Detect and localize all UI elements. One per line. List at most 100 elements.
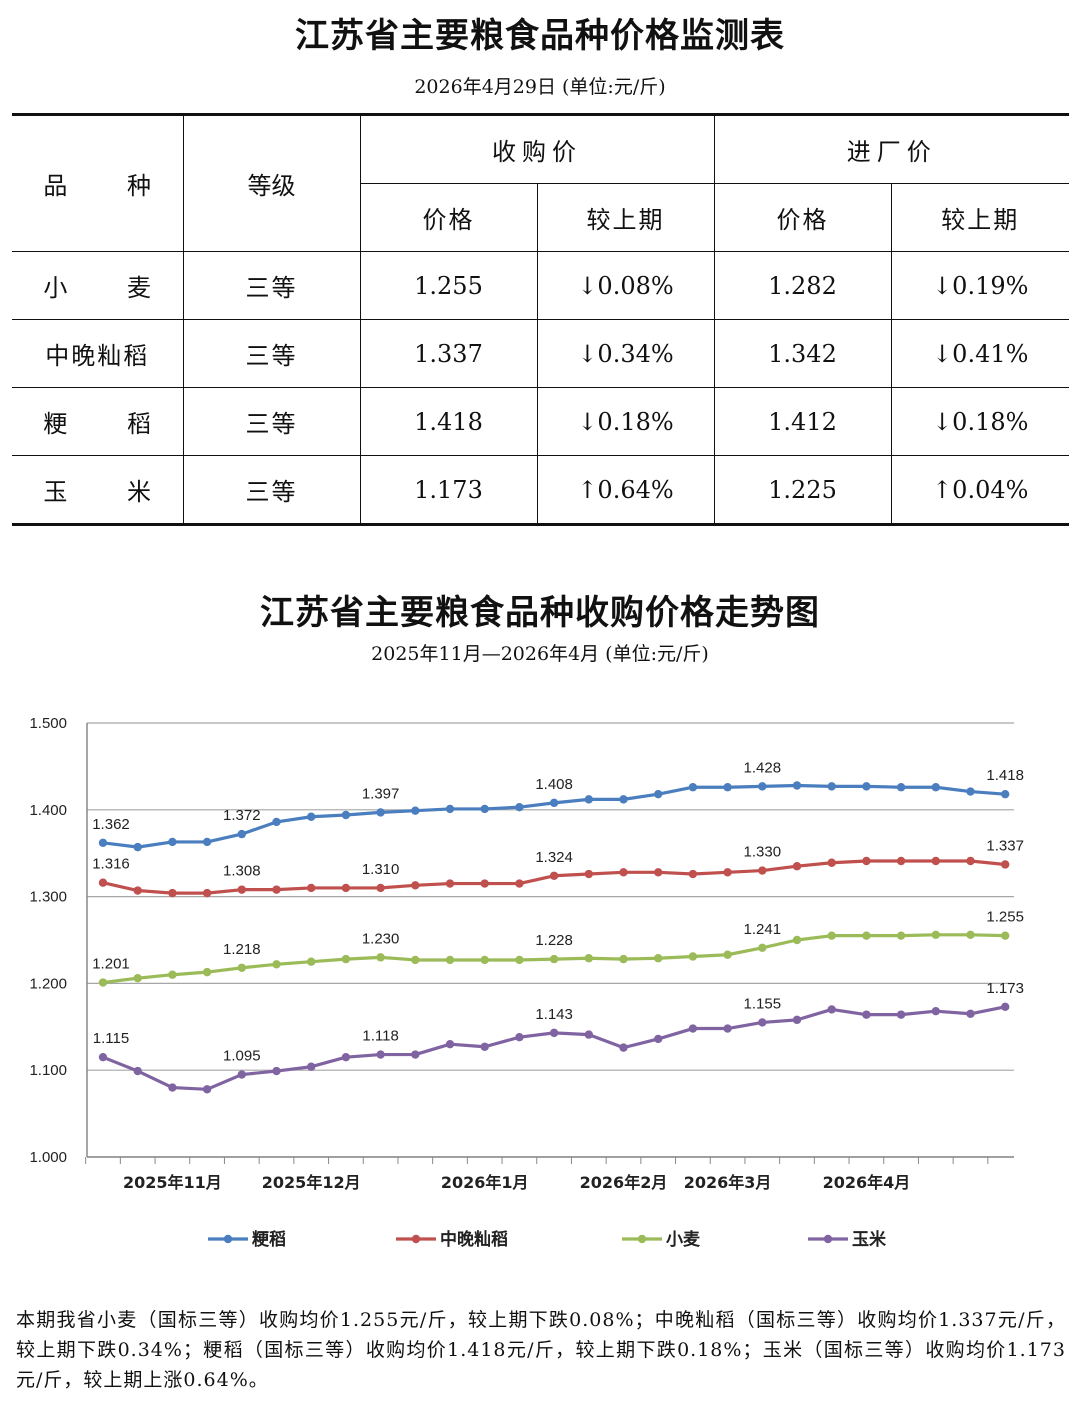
data-label: 1.155	[744, 995, 782, 1012]
data-point	[619, 1043, 628, 1052]
cell-grade: 三等	[182, 387, 361, 456]
cell-purchase-price: 1.255	[359, 251, 538, 320]
data-point	[758, 1018, 767, 1027]
data-point	[168, 888, 177, 898]
cell-purchase-price: 1.173	[359, 455, 538, 525]
chart-title: 江苏省主要粮食品种收购价格走势图	[260, 593, 820, 633]
data-point	[654, 868, 663, 877]
cell-grade: 三等	[182, 319, 361, 388]
data-label: 1.143	[535, 1006, 573, 1023]
data-point	[619, 795, 628, 804]
data-point	[411, 955, 420, 965]
cell-variety: 粳 稻	[12, 387, 184, 456]
cell-grade: 三等	[182, 251, 361, 320]
y-tick-label: 1.000	[29, 1149, 67, 1166]
data-point	[515, 879, 524, 888]
data-point	[98, 978, 108, 987]
data-point	[549, 1028, 559, 1038]
data-point	[827, 1005, 836, 1014]
data-point	[1001, 931, 1010, 940]
y-tick-label: 1.400	[29, 802, 67, 819]
data-point	[480, 955, 489, 965]
data-label: 1.241	[744, 921, 782, 938]
cell-factory-change: ↑0.04%	[890, 455, 1069, 525]
header-purchase: 收购价	[359, 114, 715, 184]
data-point	[445, 804, 455, 814]
y-tick-label: 1.200	[29, 975, 67, 992]
cell-grade: 三等	[182, 455, 361, 525]
cell-purchase-price: 1.337	[359, 319, 538, 388]
price-trend-chart: 1.000 1.100 1.200 1.300 1.400 1.500 2025年11月 20…	[29, 715, 1024, 1250]
data-point	[584, 954, 593, 963]
data-point	[307, 812, 316, 821]
table-row: 小 麦 三等 1.255 ↓0.08% 1.282 ↓0.19%	[12, 251, 1069, 320]
data-point	[480, 879, 489, 888]
data-point	[654, 789, 663, 799]
cell-purchase-change: ↓0.08%	[536, 251, 715, 320]
data-point	[237, 885, 246, 894]
data-point	[966, 1009, 975, 1018]
data-label: 1.397	[362, 785, 400, 802]
data-point	[515, 802, 524, 812]
legend-label: 玉米	[852, 1229, 887, 1250]
data-point	[619, 954, 628, 964]
data-point	[202, 1085, 212, 1094]
data-point	[98, 838, 108, 847]
data-point	[688, 1024, 698, 1033]
x-tick-label: 2025年11月	[123, 1173, 222, 1192]
data-point	[376, 1050, 385, 1059]
cell-variety: 玉 米	[12, 455, 184, 525]
data-point	[168, 837, 177, 847]
data-label: 1.316	[92, 856, 130, 873]
data-point	[654, 954, 663, 963]
data-label: 1.095	[223, 1048, 261, 1065]
data-point	[862, 782, 871, 791]
data-point	[445, 955, 455, 965]
data-point	[758, 866, 767, 875]
data-point	[931, 856, 940, 866]
legend-label: 中晚籼稻	[440, 1229, 508, 1250]
cell-factory-change: ↓0.41%	[890, 319, 1069, 388]
data-label: 1.228	[535, 932, 573, 949]
data-point	[549, 871, 559, 880]
data-point	[133, 842, 142, 852]
data-point	[584, 869, 593, 879]
data-point	[896, 1010, 906, 1019]
data-label: 1.324	[535, 849, 573, 866]
data-point	[654, 1034, 663, 1044]
header-grade: 等级	[182, 114, 361, 252]
data-point	[411, 881, 420, 890]
data-label: 1.408	[535, 776, 573, 793]
data-point	[931, 1006, 940, 1016]
data-label: 1.173	[986, 980, 1024, 997]
data-point	[376, 883, 385, 893]
data-point	[480, 804, 489, 814]
table-row: 中晚籼稻 三等 1.337 ↓0.34% 1.342 ↓0.41%	[12, 319, 1069, 388]
data-point	[931, 783, 940, 792]
data-point	[792, 1015, 802, 1025]
data-point	[515, 1033, 524, 1042]
data-point	[792, 781, 802, 790]
data-point	[237, 963, 246, 972]
data-point	[723, 950, 732, 959]
data-point	[862, 931, 871, 940]
header-purchase-change: 较上期	[536, 183, 715, 252]
legend-label: 粳稻	[252, 1229, 286, 1250]
x-tick-label: 2026年3月	[684, 1173, 772, 1192]
data-point	[272, 885, 281, 894]
data-point	[480, 1042, 489, 1051]
data-point	[688, 869, 698, 879]
data-point	[168, 1083, 177, 1092]
y-tick-label: 1.300	[29, 889, 67, 906]
data-point	[827, 858, 836, 867]
data-point	[792, 935, 802, 945]
legend-marker	[823, 1234, 833, 1244]
legend-marker	[637, 1234, 647, 1244]
data-point	[549, 798, 559, 808]
cell-factory-change: ↓0.19%	[890, 251, 1069, 320]
data-point	[98, 1052, 108, 1062]
data-point	[445, 1039, 455, 1049]
data-point	[966, 856, 975, 866]
data-point	[862, 856, 871, 866]
data-label: 1.118	[362, 1028, 398, 1045]
